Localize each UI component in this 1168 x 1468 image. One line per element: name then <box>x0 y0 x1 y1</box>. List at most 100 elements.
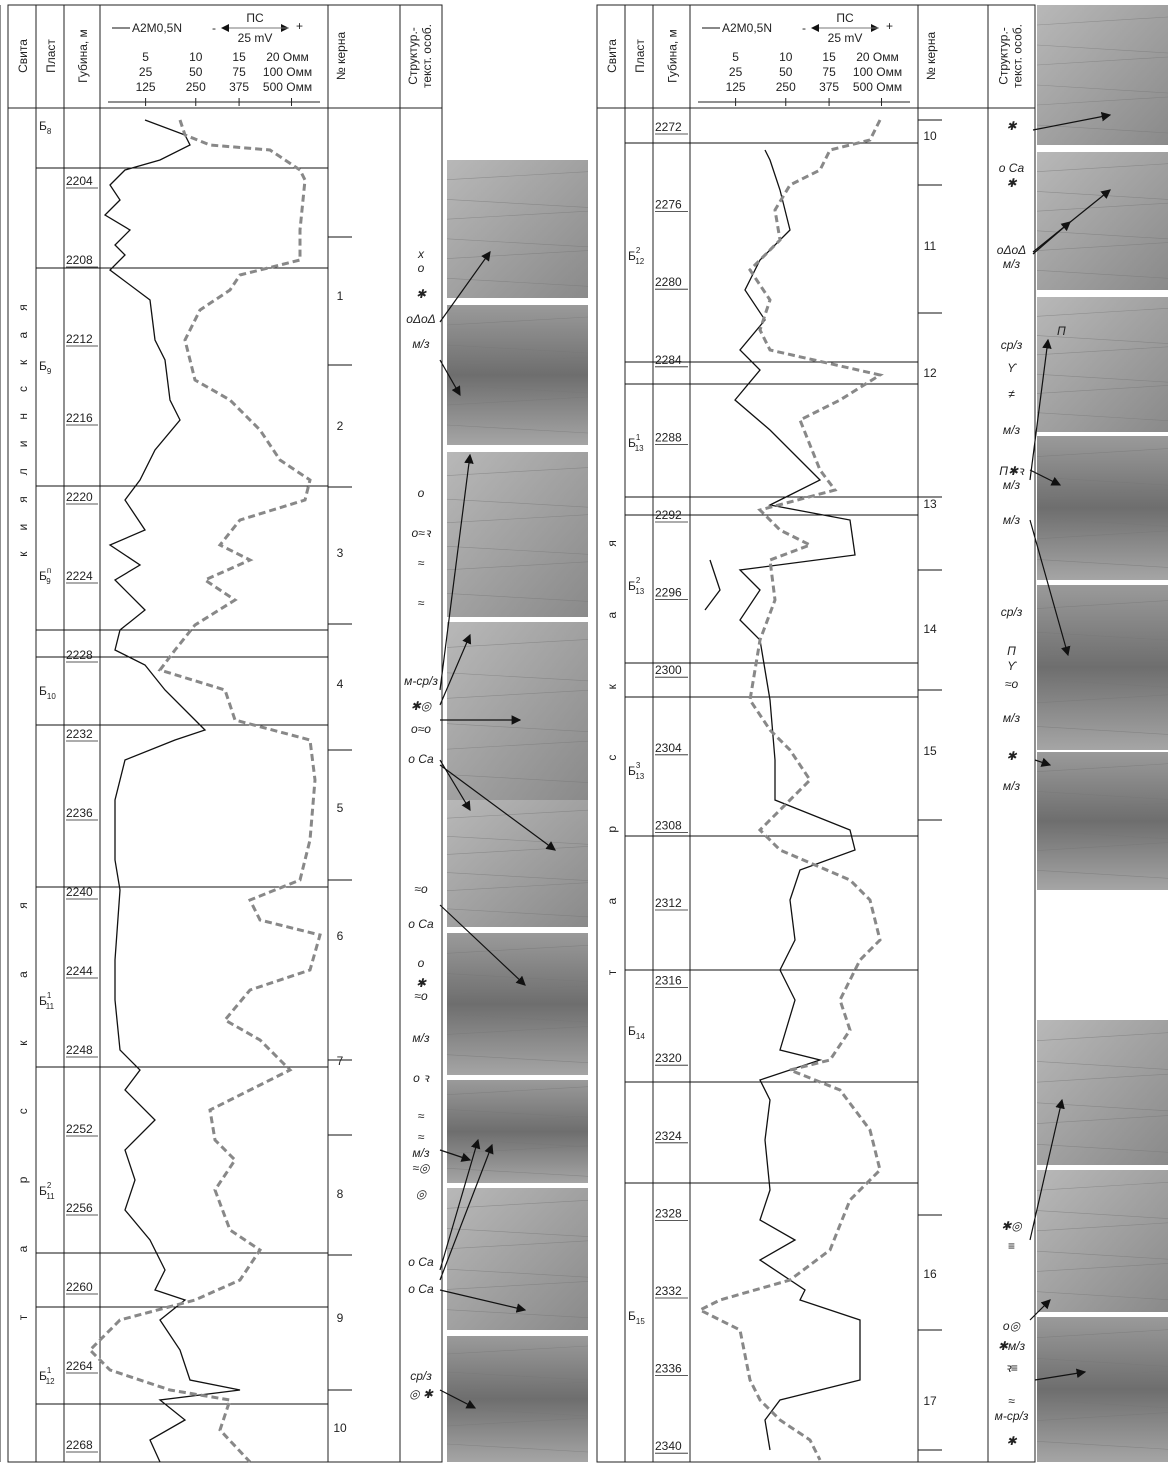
photo-texture <box>1036 96 1168 106</box>
photo-texture <box>446 210 589 220</box>
photo-texture <box>1036 1263 1168 1272</box>
header-layer: Пласт <box>44 39 58 73</box>
photo-texture <box>446 356 589 366</box>
layer-base: Б <box>628 1024 636 1038</box>
photo-texture <box>1036 1370 1168 1380</box>
structure-note: П✱ꝛ <box>999 464 1025 478</box>
core-photo <box>1037 752 1168 890</box>
photo-texture <box>446 723 589 733</box>
core-photo <box>447 305 588 445</box>
photo-texture <box>1036 373 1168 383</box>
scale-label: 375 <box>229 80 249 94</box>
depth-label: 2288 <box>655 430 682 444</box>
core-number: 16 <box>923 1267 937 1281</box>
depth-label: 2324 <box>655 1129 682 1143</box>
photo-pointer <box>439 764 556 851</box>
photo-texture <box>446 344 589 354</box>
photo-texture <box>1036 489 1168 499</box>
header-struct: текст. особ. <box>1011 24 1025 88</box>
photo-texture <box>446 882 589 892</box>
photo-texture <box>1036 1222 1168 1232</box>
depth-label: 2244 <box>66 964 93 978</box>
photo-label: П <box>1057 324 1066 338</box>
scale-label: 20 Омм <box>266 50 309 64</box>
photo-pointer <box>1032 111 1112 131</box>
layer-base: Б <box>628 1309 636 1323</box>
structure-note: о≈о <box>411 722 431 736</box>
depth-label: 2240 <box>66 885 93 899</box>
layer-sub: 14 <box>636 1032 645 1041</box>
photo-texture <box>446 1026 589 1035</box>
photo-texture <box>446 1381 589 1391</box>
depth-label: 2296 <box>655 586 682 600</box>
photo-texture <box>446 1145 589 1154</box>
photo-texture <box>1036 600 1168 609</box>
photo-pointer <box>439 1289 527 1313</box>
layer-base: Б <box>628 436 636 450</box>
sp-scale: 25 mV <box>238 31 273 45</box>
photo-texture <box>446 396 589 406</box>
structure-note: м/з <box>412 337 430 351</box>
scale-label: 500 Омм <box>853 80 902 94</box>
photo-texture <box>446 1268 589 1278</box>
structure-note: о <box>418 486 425 500</box>
photo-texture <box>1036 346 1168 356</box>
structure-note: ◎ ✱ <box>409 1387 434 1401</box>
structure-note: ✱ <box>1006 749 1017 763</box>
sp-plus: + <box>296 19 303 33</box>
photo-texture <box>1036 1143 1168 1153</box>
photo-texture <box>1036 412 1168 422</box>
photo-texture <box>446 1443 589 1453</box>
header-litho: колонка <box>0 0 23 3</box>
sp-scale: 25 mV <box>828 31 863 45</box>
depth-label: 2304 <box>655 741 682 755</box>
layer-base: Б <box>628 249 636 263</box>
depth-label: 2268 <box>66 1438 93 1452</box>
core-number: 12 <box>923 366 937 380</box>
core-number: 5 <box>337 801 344 815</box>
photo-texture <box>446 1407 589 1417</box>
depth-label: 2280 <box>655 275 682 289</box>
suite-name: тарская <box>605 475 619 975</box>
structure-note: ✱◎ <box>411 699 433 713</box>
layer-sub: 8 <box>47 127 52 136</box>
structure-note: м/з <box>412 1031 430 1045</box>
depth-label: 2232 <box>66 727 93 741</box>
photo-pointer <box>1029 338 1052 481</box>
core-photo <box>1037 585 1168 750</box>
structure-note: м-ср/з <box>404 674 438 688</box>
panel-frame <box>7 4 443 1463</box>
resistivity-curve <box>704 149 861 1451</box>
layer-name: Б14 <box>628 1024 645 1041</box>
scale-label: 10 <box>779 50 793 64</box>
photo-texture <box>446 809 589 819</box>
structure-note: ϒ <box>1007 659 1017 673</box>
sp-label: ПС <box>246 11 264 25</box>
photo-texture <box>446 774 589 783</box>
structure-note: ≈ <box>1008 1394 1015 1408</box>
photo-pointer <box>1034 757 1052 767</box>
photo-texture <box>1036 44 1168 54</box>
scale-label: 5 <box>142 50 149 64</box>
photo-texture <box>446 250 589 259</box>
layer-name: Б8 <box>39 119 52 136</box>
photo-texture <box>446 740 589 750</box>
photo-texture <box>1036 124 1168 134</box>
header-core: № керна <box>924 32 938 81</box>
depth-label: 2220 <box>66 490 93 504</box>
photo-texture <box>1036 1181 1168 1191</box>
log-name: A2M0,5N <box>132 21 182 35</box>
photo-texture <box>446 498 589 508</box>
photo-texture <box>1036 694 1168 704</box>
layer-base: Б <box>39 1369 47 1383</box>
photo-texture <box>1036 1115 1168 1124</box>
photo-texture <box>1036 1399 1168 1409</box>
scale-label: 15 <box>232 50 246 64</box>
layer-name: Б9 <box>39 359 52 376</box>
photo-pointer <box>439 1389 477 1409</box>
structure-note: ✱ <box>416 976 427 990</box>
photo-texture <box>446 316 589 326</box>
structure-note: о≈ꝛ <box>412 526 432 540</box>
structure-note: ≈ <box>418 596 425 610</box>
depth-label: 2300 <box>655 663 682 677</box>
